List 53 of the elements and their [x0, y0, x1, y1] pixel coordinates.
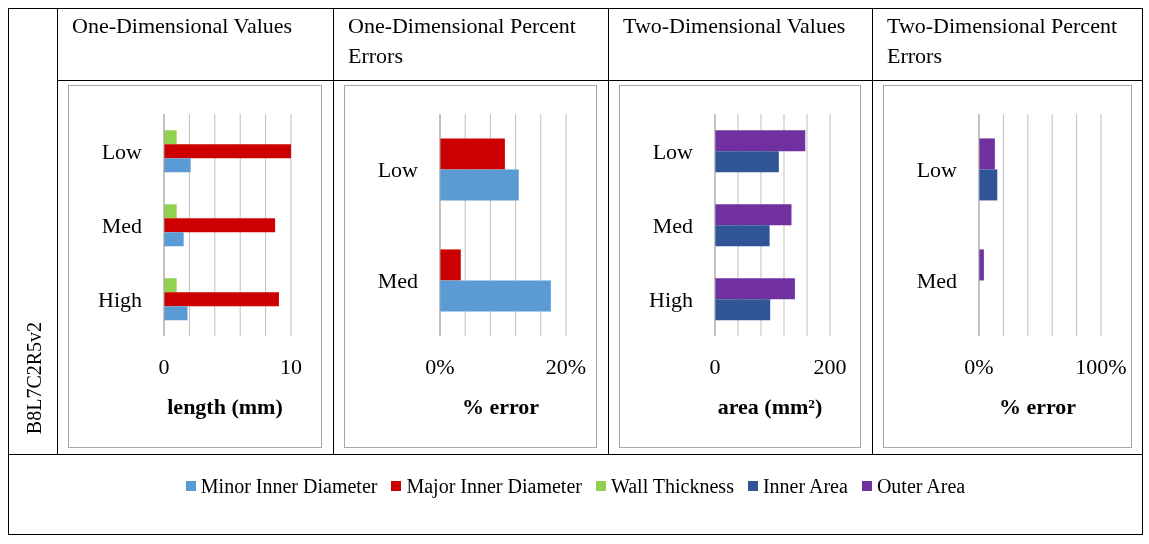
x-axis-title: area (mm²) [717, 394, 823, 419]
bar [164, 232, 184, 247]
bar [440, 138, 505, 170]
x-axis-title: % error [461, 394, 540, 419]
x-tick-label: 0% [425, 353, 455, 379]
bar [164, 130, 177, 145]
bar [715, 204, 792, 226]
legend-label: Wall Thickness [610, 474, 734, 498]
bar [715, 225, 770, 247]
y-tick-label: Low [101, 138, 143, 164]
y-tick-label: Med [377, 268, 418, 294]
y-tick-label: Low [377, 157, 419, 183]
bar [715, 151, 779, 173]
y-tick-label: Med [916, 268, 957, 294]
x-tick-label: 10 [280, 353, 302, 379]
bar [164, 144, 291, 159]
chart-title: One-Dimensional Values [72, 13, 293, 38]
x-tick-label: 20% [545, 353, 587, 379]
x-axis-title: % error [998, 394, 1077, 419]
bar [440, 280, 551, 312]
y-tick-label: Low [652, 138, 694, 164]
x-tick-label: 0 [709, 353, 721, 379]
legend-label: Minor Inner Diameter [200, 474, 378, 498]
bar [979, 169, 998, 201]
bar [164, 218, 276, 233]
bar [979, 138, 995, 170]
bar [715, 278, 795, 300]
legend-label: Outer Area [876, 474, 966, 498]
x-tick-label: 0% [964, 353, 994, 379]
chart-title: Two-Dimensional Percent Errors [887, 13, 1118, 68]
x-tick-label: 0 [158, 353, 170, 379]
bar [164, 278, 177, 293]
y-tick-label: Med [652, 212, 693, 238]
bar [164, 204, 177, 219]
bar [440, 169, 519, 201]
y-tick-label: High [98, 286, 142, 312]
y-tick-label: High [649, 286, 693, 312]
legend-label: Inner Area [762, 474, 848, 498]
bar [164, 158, 191, 173]
chart-title: Two-Dimensional Values [623, 13, 846, 38]
y-tick-label: Med [101, 212, 142, 238]
x-tick-label: 100% [1075, 353, 1127, 379]
legend-label: Major Inner Diameter [406, 474, 582, 498]
y-tick-label: Low [916, 157, 958, 183]
bar [715, 130, 806, 152]
bar [164, 306, 188, 321]
x-axis-title: length (mm) [167, 394, 283, 419]
x-tick-label: 200 [813, 353, 847, 379]
bar [440, 249, 461, 281]
text: B8L7C2R5v2 [22, 321, 45, 435]
chart-title: One-Dimensional Percent Errors [348, 13, 576, 68]
bar [715, 299, 771, 321]
bar [164, 292, 279, 307]
